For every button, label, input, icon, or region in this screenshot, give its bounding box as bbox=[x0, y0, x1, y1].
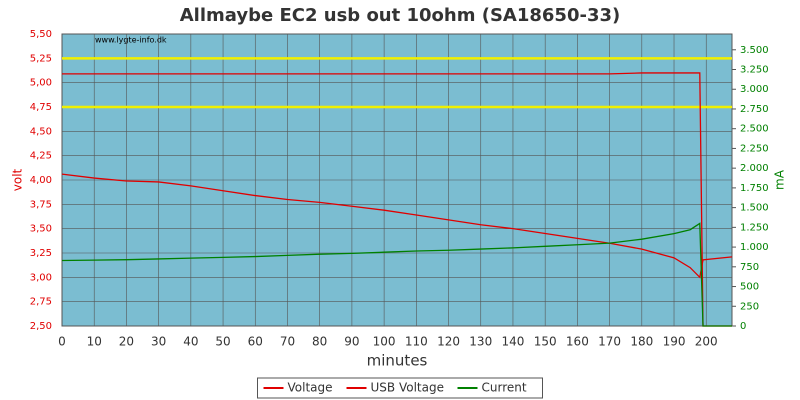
y2-tick-label: 0 bbox=[740, 321, 746, 332]
y2-tick-label: 2.250 bbox=[740, 143, 769, 154]
series-line bbox=[61, 222, 732, 327]
y2-axis-label: mA bbox=[773, 169, 787, 190]
y-tick-label: 4,75 bbox=[30, 102, 52, 113]
x-tick-label: 190 bbox=[663, 335, 686, 349]
x-tick-label: 10 bbox=[87, 335, 102, 349]
x-tick-label: 60 bbox=[248, 335, 263, 349]
y-tick-label: 5,00 bbox=[30, 78, 52, 89]
y-tick-label: 5,25 bbox=[30, 53, 52, 64]
x-tick-label: 80 bbox=[312, 335, 327, 349]
y2-tick-label: 1.000 bbox=[740, 242, 769, 253]
y2-tick-label: 250 bbox=[740, 301, 759, 312]
y2-tick-label: 1.750 bbox=[740, 183, 769, 194]
x-tick-label: 70 bbox=[280, 335, 295, 349]
legend-label: Current bbox=[482, 381, 527, 395]
x-tick-label: 20 bbox=[119, 335, 134, 349]
legend-box bbox=[257, 377, 543, 399]
y2-tick-label: 1.500 bbox=[740, 203, 769, 214]
x-tick-label: 160 bbox=[566, 335, 589, 349]
y2-tick-label: 2.750 bbox=[740, 104, 769, 115]
watermark: www.lygte-info.dk bbox=[95, 36, 167, 45]
x-tick-label: 140 bbox=[502, 335, 525, 349]
y2-tick-label: 750 bbox=[740, 262, 759, 273]
y-tick-label: 2,50 bbox=[30, 321, 52, 332]
y-tick-label: 3,75 bbox=[30, 199, 52, 210]
x-tick-label: 50 bbox=[215, 335, 230, 349]
x-tick-label: 100 bbox=[373, 335, 396, 349]
y-tick-label: 3,00 bbox=[30, 272, 52, 283]
x-tick-label: 110 bbox=[405, 335, 428, 349]
legend-label: USB Voltage bbox=[371, 381, 444, 395]
y-tick-label: 4,25 bbox=[30, 151, 52, 162]
y-tick-label: 4,00 bbox=[30, 175, 52, 186]
y-tick-label: 2,75 bbox=[30, 297, 52, 308]
chart-title: Allmaybe EC2 usb out 10ohm (SA18650-33) bbox=[180, 5, 620, 26]
x-tick-label: 150 bbox=[534, 335, 557, 349]
x-tick-label: 130 bbox=[469, 335, 492, 349]
y-tick-label: 4,50 bbox=[30, 126, 52, 137]
y-axis-label: volt bbox=[11, 168, 25, 191]
y2-tick-label: 3.500 bbox=[740, 45, 769, 56]
x-axis-label: minutes bbox=[367, 352, 428, 370]
x-tick-label: 120 bbox=[437, 335, 460, 349]
x-tick-label: 170 bbox=[598, 335, 621, 349]
x-tick-label: 40 bbox=[183, 335, 198, 349]
legend-label: Voltage bbox=[288, 381, 333, 395]
y2-tick-label: 3.000 bbox=[740, 84, 769, 95]
y-tick-label: 5,50 bbox=[30, 29, 52, 40]
y2-tick-label: 1.250 bbox=[740, 222, 769, 233]
y2-tick-label: 2.000 bbox=[740, 163, 769, 174]
y2-tick-label: 500 bbox=[740, 282, 759, 293]
x-tick-label: 180 bbox=[630, 335, 653, 349]
y-tick-label: 3,25 bbox=[30, 248, 52, 259]
x-tick-label: 200 bbox=[695, 335, 718, 349]
x-tick-label: 30 bbox=[151, 335, 166, 349]
y2-tick-label: 3.250 bbox=[740, 65, 769, 76]
y2-tick-label: 2.500 bbox=[740, 124, 769, 135]
series-line bbox=[61, 173, 733, 279]
series-line bbox=[62, 72, 732, 327]
x-tick-label: 90 bbox=[344, 335, 359, 349]
plot-border bbox=[61, 33, 733, 327]
y-tick-label: 3,50 bbox=[30, 224, 52, 235]
x-tick-label: 0 bbox=[58, 335, 66, 349]
